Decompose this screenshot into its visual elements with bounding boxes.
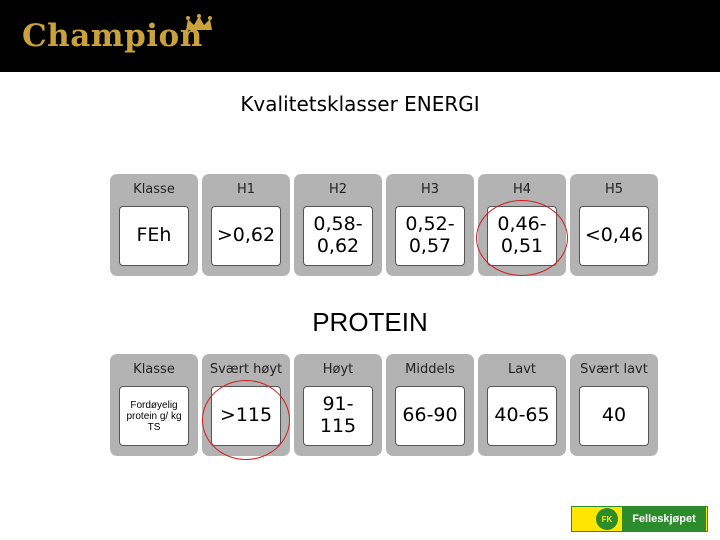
energy-col-h1: H1 >0,62	[202, 174, 290, 276]
energy-header-h2: H2	[328, 181, 348, 197]
energy-value-h1: >0,62	[211, 206, 281, 266]
energy-col-h2: H2 0,58- 0,62	[294, 174, 382, 276]
energy-value-feh: FEh	[119, 206, 189, 266]
fk-badge-icon: FK	[596, 508, 618, 530]
protein-col-lavt: Lavt 40-65	[478, 354, 566, 456]
protein-value-middels: 66-90	[395, 386, 465, 446]
highlight-ellipse-h4	[476, 200, 568, 276]
energy-header-h3: H3	[420, 181, 440, 197]
energy-col-h5: H5 <0,46	[570, 174, 658, 276]
champion-logo: Champion	[22, 18, 203, 54]
energy-header-h5: H5	[604, 181, 624, 197]
protein-value-lavt: 40-65	[487, 386, 557, 446]
protein-col-svaert-lavt: Svært lavt 40	[570, 354, 658, 456]
energy-col-klasse: Klasse FEh	[110, 174, 198, 276]
protein-col-hoyt: Høyt 91- 115	[294, 354, 382, 456]
felleskjopet-logo: FK Felleskjøpet	[571, 506, 708, 532]
protein-title: PROTEIN	[312, 307, 428, 337]
highlight-ellipse-svaert-hoyt	[202, 380, 290, 460]
crown-icon	[186, 14, 212, 30]
top-banner: Champion	[0, 0, 720, 72]
protein-col-middels: Middels 66-90	[386, 354, 474, 456]
protein-value-hoyt: 91- 115	[303, 386, 373, 446]
protein-header-svaert-lavt: Svært lavt	[580, 361, 648, 377]
energy-value-h2: 0,58- 0,62	[303, 206, 373, 266]
energy-header-h4: H4	[512, 181, 532, 197]
protein-value-label: Fordøyelig protein g/ kg TS	[119, 386, 189, 446]
protein-header-middels: Middels	[405, 361, 455, 377]
protein-header-hoyt: Høyt	[322, 361, 354, 377]
energy-value-h3: 0,52- 0,57	[395, 206, 465, 266]
energy-col-h3: H3 0,52- 0,57	[386, 174, 474, 276]
protein-col-klasse: Klasse Fordøyelig protein g/ kg TS	[110, 354, 198, 456]
protein-value-svaert-lavt: 40	[579, 386, 649, 446]
energy-value-h5: <0,46	[579, 206, 649, 266]
protein-header-klasse: Klasse	[133, 361, 175, 377]
felleskjopet-text: Felleskjøpet	[622, 507, 706, 531]
energy-header-klasse: Klasse	[133, 181, 175, 197]
energy-header-h1: H1	[236, 181, 256, 197]
protein-header-lavt: Lavt	[508, 361, 536, 377]
slide-title: Kvalitetsklasser ENERGI	[240, 92, 480, 116]
protein-header-svaert-hoyt: Svært høyt	[209, 361, 283, 377]
